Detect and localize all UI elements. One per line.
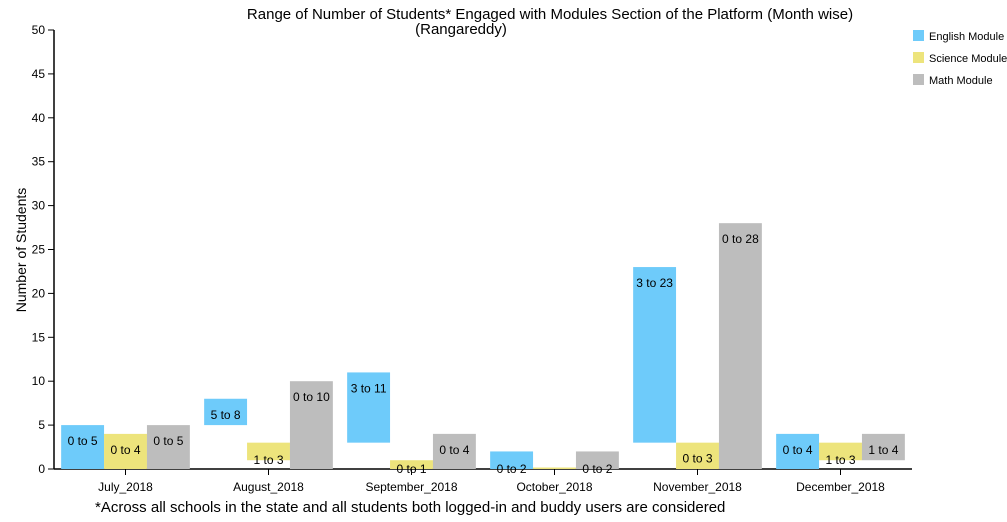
bar xyxy=(204,398,248,426)
data-label: 0 to 4 xyxy=(783,443,813,457)
legend-swatch xyxy=(913,74,924,85)
data-label: 1 to 3 xyxy=(253,453,283,467)
y-tick-label: 35 xyxy=(32,155,46,169)
bar xyxy=(289,381,333,469)
data-label: 1 to 3 xyxy=(825,453,855,467)
x-tick-label: September_2018 xyxy=(365,480,457,494)
y-axis-title: Number of Students xyxy=(13,188,29,313)
x-tick-label: July_2018 xyxy=(98,480,153,494)
bar xyxy=(676,442,719,469)
data-label: 0 to 2 xyxy=(497,462,527,476)
chart-title: Range of Number of Students* Engaged wit… xyxy=(247,6,853,23)
data-label: 0 to 4 xyxy=(110,443,140,457)
bar xyxy=(347,372,391,443)
bar xyxy=(432,433,476,469)
axes: 0 5 10 15 20 25 30 35 40 45 50 July_2018 August_2018… xyxy=(32,23,912,494)
y-tick-label: 50 xyxy=(32,23,46,37)
legend: English Module Science Module Math Module xyxy=(913,30,1007,87)
data-label: 0 to 1 xyxy=(396,462,426,476)
y-tick-label: 25 xyxy=(32,243,46,257)
bars: 0 to 5 5 to 8 3 to 11 0 to 2 3 to 23 0 to 4 0 … xyxy=(61,223,905,476)
y-tick-label: 45 xyxy=(32,67,46,81)
bar xyxy=(819,442,862,461)
data-label: 3 to 23 xyxy=(636,276,673,290)
legend-label: English Module xyxy=(929,31,1004,43)
data-label: 0 to 3 xyxy=(682,452,712,466)
bar xyxy=(247,442,290,461)
bar xyxy=(718,223,762,469)
bar xyxy=(861,433,905,461)
y-tick-label: 10 xyxy=(32,374,46,388)
y-tick-label: 30 xyxy=(32,199,46,213)
legend-swatch xyxy=(913,30,924,41)
data-label: 0 to 28 xyxy=(722,232,759,246)
y-tick-label: 20 xyxy=(32,286,46,300)
bar xyxy=(490,451,534,469)
bar xyxy=(390,460,433,469)
y-tick-label: 0 xyxy=(38,462,45,476)
x-tick-label: August_2018 xyxy=(233,480,304,494)
data-label: 1 to 4 xyxy=(868,443,898,457)
data-label: 0 to 10 xyxy=(293,390,330,404)
data-label: 0 to 4 xyxy=(439,443,469,457)
legend-label: Science Module xyxy=(929,53,1007,65)
chart-subtitle: (Rangareddy) xyxy=(415,21,507,38)
y-tick-label: 5 xyxy=(38,418,45,432)
data-label: 0 to 5 xyxy=(68,434,98,448)
legend-label: Math Module xyxy=(929,75,993,87)
x-tick-label: November_2018 xyxy=(653,480,742,494)
bar xyxy=(575,451,619,469)
bar xyxy=(776,433,820,469)
legend-swatch xyxy=(913,52,924,63)
x-tick-label: December_2018 xyxy=(796,480,885,494)
data-label: 5 to 8 xyxy=(211,408,241,422)
data-label: 0 to 2 xyxy=(582,462,612,476)
data-label: 0 to 5 xyxy=(153,434,183,448)
bar xyxy=(633,267,677,443)
bar xyxy=(104,433,147,469)
y-tick-label: 15 xyxy=(32,330,46,344)
range-bar-chart: Range of Number of Students* Engaged wit… xyxy=(13,6,1007,494)
footnote: *Across all schools in the state and all… xyxy=(95,499,726,516)
bar xyxy=(146,425,190,469)
data-label: 3 to 11 xyxy=(351,381,387,395)
x-tick-label: October_2018 xyxy=(516,480,592,494)
bar xyxy=(61,425,105,469)
bar xyxy=(533,467,576,469)
y-tick-label: 40 xyxy=(32,111,46,125)
